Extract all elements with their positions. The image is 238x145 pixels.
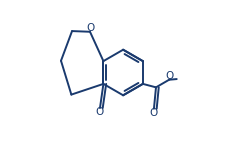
Text: O: O <box>150 108 158 118</box>
Text: O: O <box>165 71 174 81</box>
Text: O: O <box>96 107 104 117</box>
Text: O: O <box>87 23 95 33</box>
